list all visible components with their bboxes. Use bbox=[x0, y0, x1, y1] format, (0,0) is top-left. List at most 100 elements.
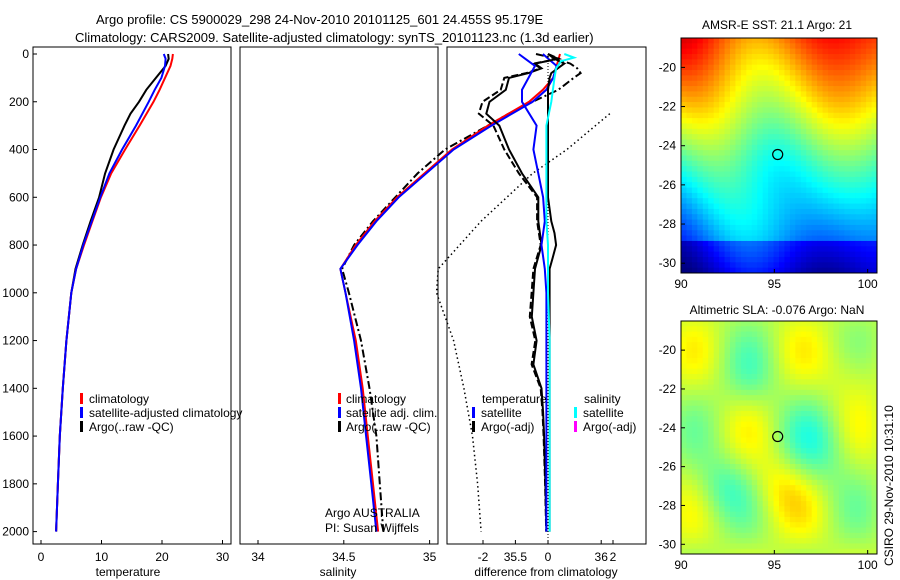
heatmap-cell bbox=[811, 538, 818, 545]
heatmap-cell bbox=[773, 373, 780, 380]
heatmap-cell bbox=[773, 527, 780, 534]
heatmap-cell bbox=[833, 336, 840, 343]
heatmap-cell bbox=[800, 463, 807, 470]
heatmap-cell bbox=[871, 59, 877, 66]
heatmap-cell bbox=[789, 400, 796, 407]
heatmap-cell bbox=[757, 421, 764, 428]
heatmap-cell bbox=[730, 421, 737, 428]
heatmap-cell bbox=[784, 490, 791, 497]
heatmap-cell bbox=[844, 379, 851, 386]
heatmap-cell bbox=[838, 64, 845, 71]
heatmap-cell bbox=[860, 219, 867, 226]
heatmap-cell bbox=[828, 134, 835, 141]
heatmap-cell bbox=[735, 59, 742, 66]
heatmap-cell bbox=[746, 352, 753, 359]
heatmap-cell bbox=[773, 532, 780, 539]
heatmap-cell bbox=[713, 437, 720, 444]
heatmap-cell bbox=[751, 219, 758, 226]
heatmap-cell bbox=[773, 421, 780, 428]
heatmap-cell bbox=[860, 400, 867, 407]
heatmap-cell bbox=[866, 416, 873, 423]
heatmap-cell bbox=[849, 134, 856, 141]
heatmap-cell bbox=[855, 86, 862, 93]
heatmap-cell bbox=[833, 203, 840, 210]
heatmap-cell bbox=[795, 171, 802, 178]
y-tick-label: -20 bbox=[659, 60, 677, 74]
heatmap-cell bbox=[849, 54, 856, 60]
heatmap-cell bbox=[779, 426, 786, 433]
heatmap-cell bbox=[849, 240, 856, 247]
heatmap-cell bbox=[719, 490, 726, 497]
heatmap-cell bbox=[833, 379, 840, 386]
heatmap-cell bbox=[795, 198, 802, 205]
heatmap-cell bbox=[789, 448, 796, 454]
heatmap-cell bbox=[828, 426, 835, 433]
heatmap-cell bbox=[833, 426, 840, 433]
heatmap-cell bbox=[811, 506, 818, 513]
heatmap-cell bbox=[811, 102, 818, 109]
heatmap-cell bbox=[866, 522, 873, 529]
y-tick-label: 1000 bbox=[2, 286, 29, 300]
heatmap-cell bbox=[828, 331, 835, 338]
heatmap-cell bbox=[779, 267, 786, 273]
heatmap-cell bbox=[800, 326, 807, 333]
heatmap-cell bbox=[795, 102, 802, 109]
heatmap-cell bbox=[708, 421, 715, 428]
heatmap-cell bbox=[784, 495, 791, 502]
heatmap-cell bbox=[719, 448, 726, 454]
heatmap-cell bbox=[757, 522, 764, 529]
heatmap-cell bbox=[849, 358, 856, 364]
heatmap-cell bbox=[691, 511, 698, 518]
heatmap-cell bbox=[740, 128, 747, 135]
heatmap-cell bbox=[768, 262, 775, 269]
heatmap-cell bbox=[860, 155, 867, 162]
heatmap-cell bbox=[822, 235, 829, 242]
heatmap-cell bbox=[822, 326, 829, 333]
heatmap-cell bbox=[844, 112, 851, 119]
heatmap-cell bbox=[713, 43, 720, 50]
heatmap-cell bbox=[708, 437, 715, 444]
heatmap-cell bbox=[784, 511, 791, 518]
heatmap-cell bbox=[822, 474, 829, 481]
heatmap-cell bbox=[811, 59, 818, 66]
heatmap-cell bbox=[773, 511, 780, 518]
heatmap-cell bbox=[860, 358, 867, 364]
heatmap-cell bbox=[800, 548, 807, 554]
heatmap-cell bbox=[866, 144, 873, 151]
heatmap-cell bbox=[691, 75, 698, 82]
heatmap-cell bbox=[751, 511, 758, 518]
heatmap-cell bbox=[828, 176, 835, 183]
heatmap-cell bbox=[773, 321, 780, 327]
heatmap-cell bbox=[795, 38, 802, 44]
heatmap-cell bbox=[730, 187, 737, 194]
heatmap-cell bbox=[730, 368, 737, 375]
heatmap-cell bbox=[768, 150, 775, 157]
heatmap-cell bbox=[730, 48, 737, 55]
heatmap-cell bbox=[817, 128, 824, 135]
heatmap-cell bbox=[811, 182, 818, 189]
heatmap-cell bbox=[860, 495, 867, 502]
heatmap-cell bbox=[713, 469, 720, 476]
heatmap-cell bbox=[789, 86, 796, 93]
heatmap-cell bbox=[800, 224, 807, 231]
heatmap-cell bbox=[822, 182, 829, 189]
heatmap-cell bbox=[860, 490, 867, 497]
heatmap-cell bbox=[757, 176, 764, 183]
heatmap-cell bbox=[779, 43, 786, 50]
heatmap-cell bbox=[730, 527, 737, 534]
heatmap-cell bbox=[708, 495, 715, 502]
heatmap-cell bbox=[866, 128, 873, 135]
heatmap-cell bbox=[757, 139, 764, 146]
heatmap-cell bbox=[866, 171, 873, 178]
heatmap-cell bbox=[724, 363, 731, 370]
heatmap-cell bbox=[691, 150, 698, 157]
x-tick-label: 90 bbox=[674, 277, 688, 291]
heatmap-cell bbox=[724, 182, 731, 189]
heatmap-cell bbox=[719, 548, 726, 554]
heatmap-cell bbox=[795, 458, 802, 465]
heatmap-cell bbox=[702, 474, 709, 481]
heatmap-cell bbox=[779, 389, 786, 396]
heatmap-cell bbox=[838, 411, 845, 417]
heatmap-cell bbox=[735, 91, 742, 98]
heatmap-cell bbox=[871, 331, 877, 338]
